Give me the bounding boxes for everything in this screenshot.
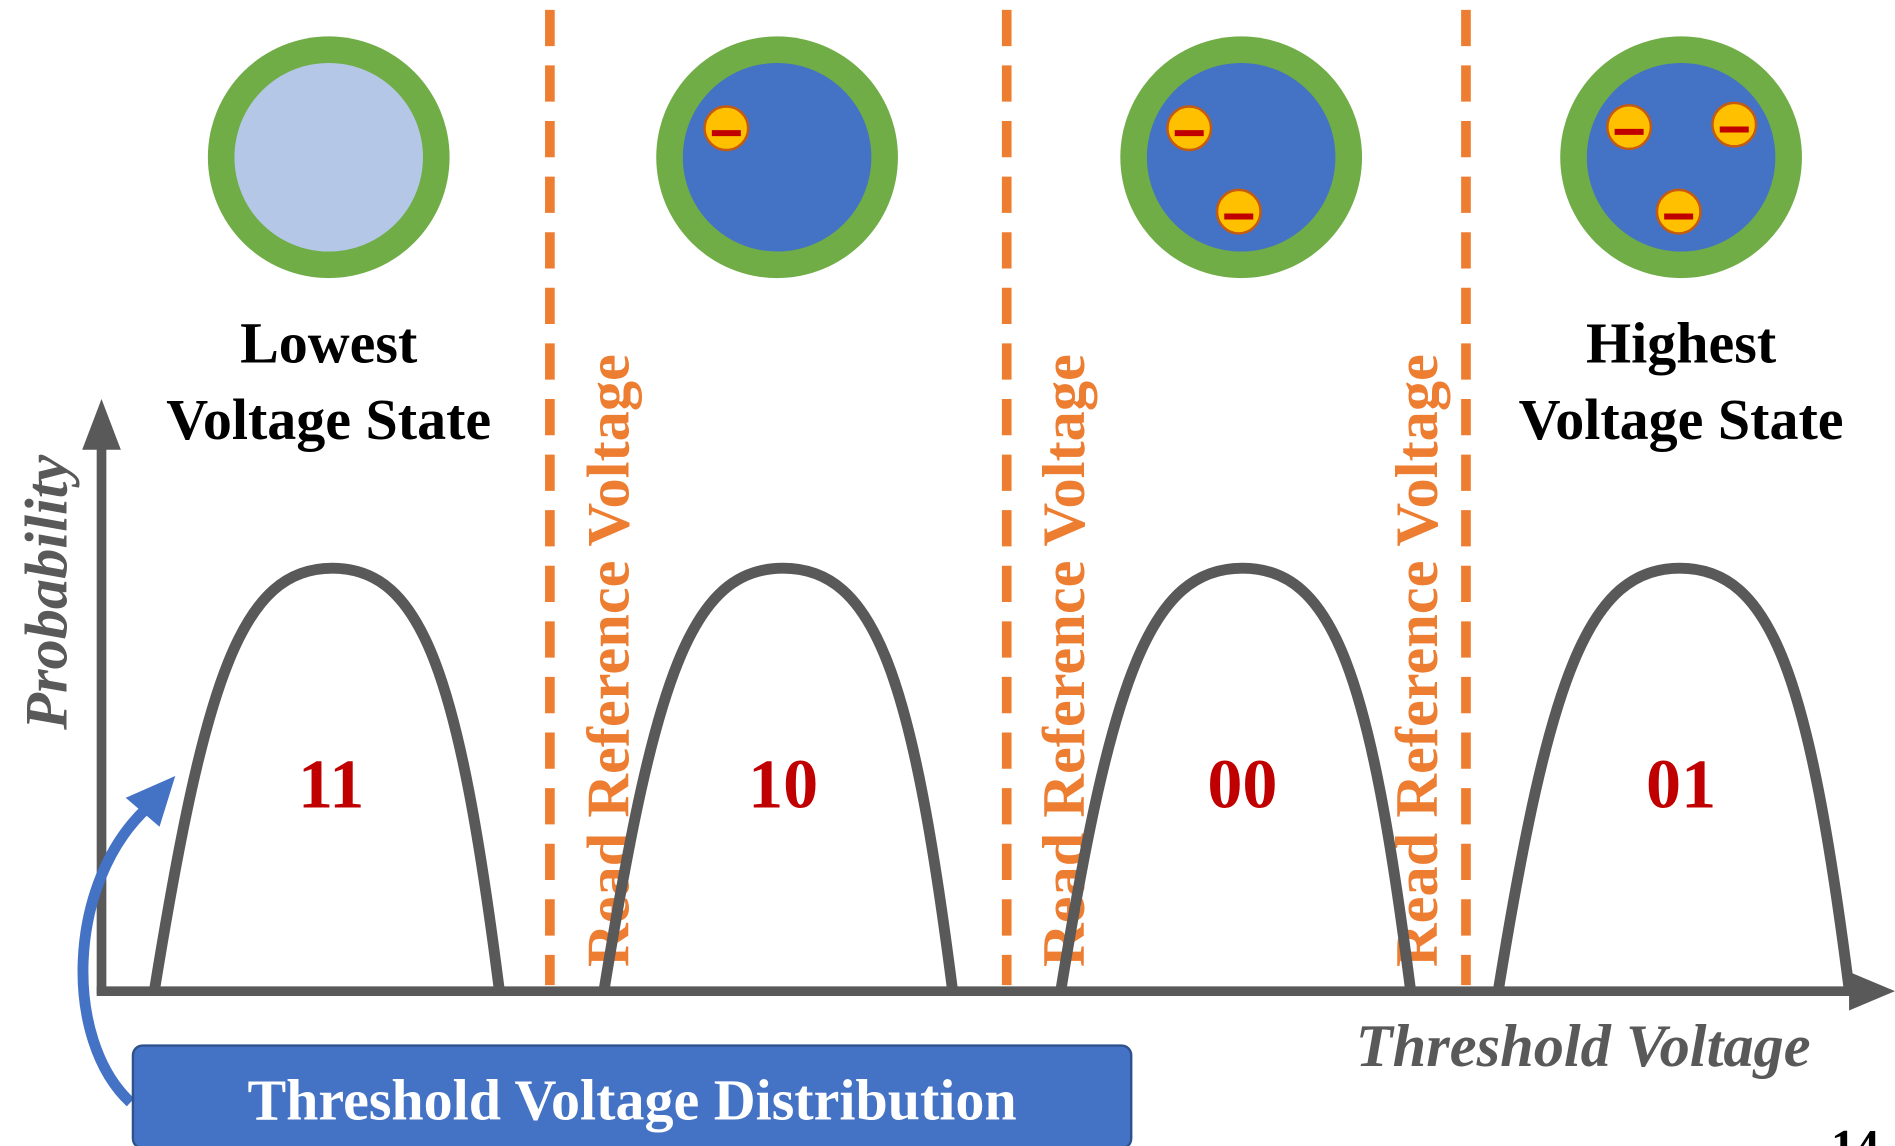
bit-label: 11 [298, 746, 364, 823]
bit-label: 10 [748, 746, 818, 823]
state-label: Lowest [240, 311, 418, 376]
state-label: Voltage State [1519, 387, 1844, 452]
state-label: Highest [1586, 311, 1777, 376]
cell [208, 36, 450, 278]
reference-label: Read Reference Voltage [1031, 354, 1098, 967]
reference-label: Read Reference Voltage [575, 354, 642, 967]
page-number: 14 [1831, 1121, 1879, 1146]
state-label: Voltage State [166, 387, 491, 452]
y-axis-arrow [82, 399, 121, 450]
bit-label: 00 [1207, 746, 1277, 823]
y-axis-label: Probability [13, 455, 80, 731]
caption: Threshold Voltage Distribution [247, 1067, 1016, 1132]
x-axis-label: Threshold Voltage [1356, 1013, 1811, 1080]
cell [656, 36, 898, 278]
bit-label: 01 [1646, 746, 1716, 823]
diagram: Lowest Voltage State Highest Voltage Sta… [0, 0, 1895, 1146]
cell [1560, 36, 1802, 278]
x-axis-arrow [1849, 972, 1895, 1011]
cell [1120, 36, 1362, 278]
